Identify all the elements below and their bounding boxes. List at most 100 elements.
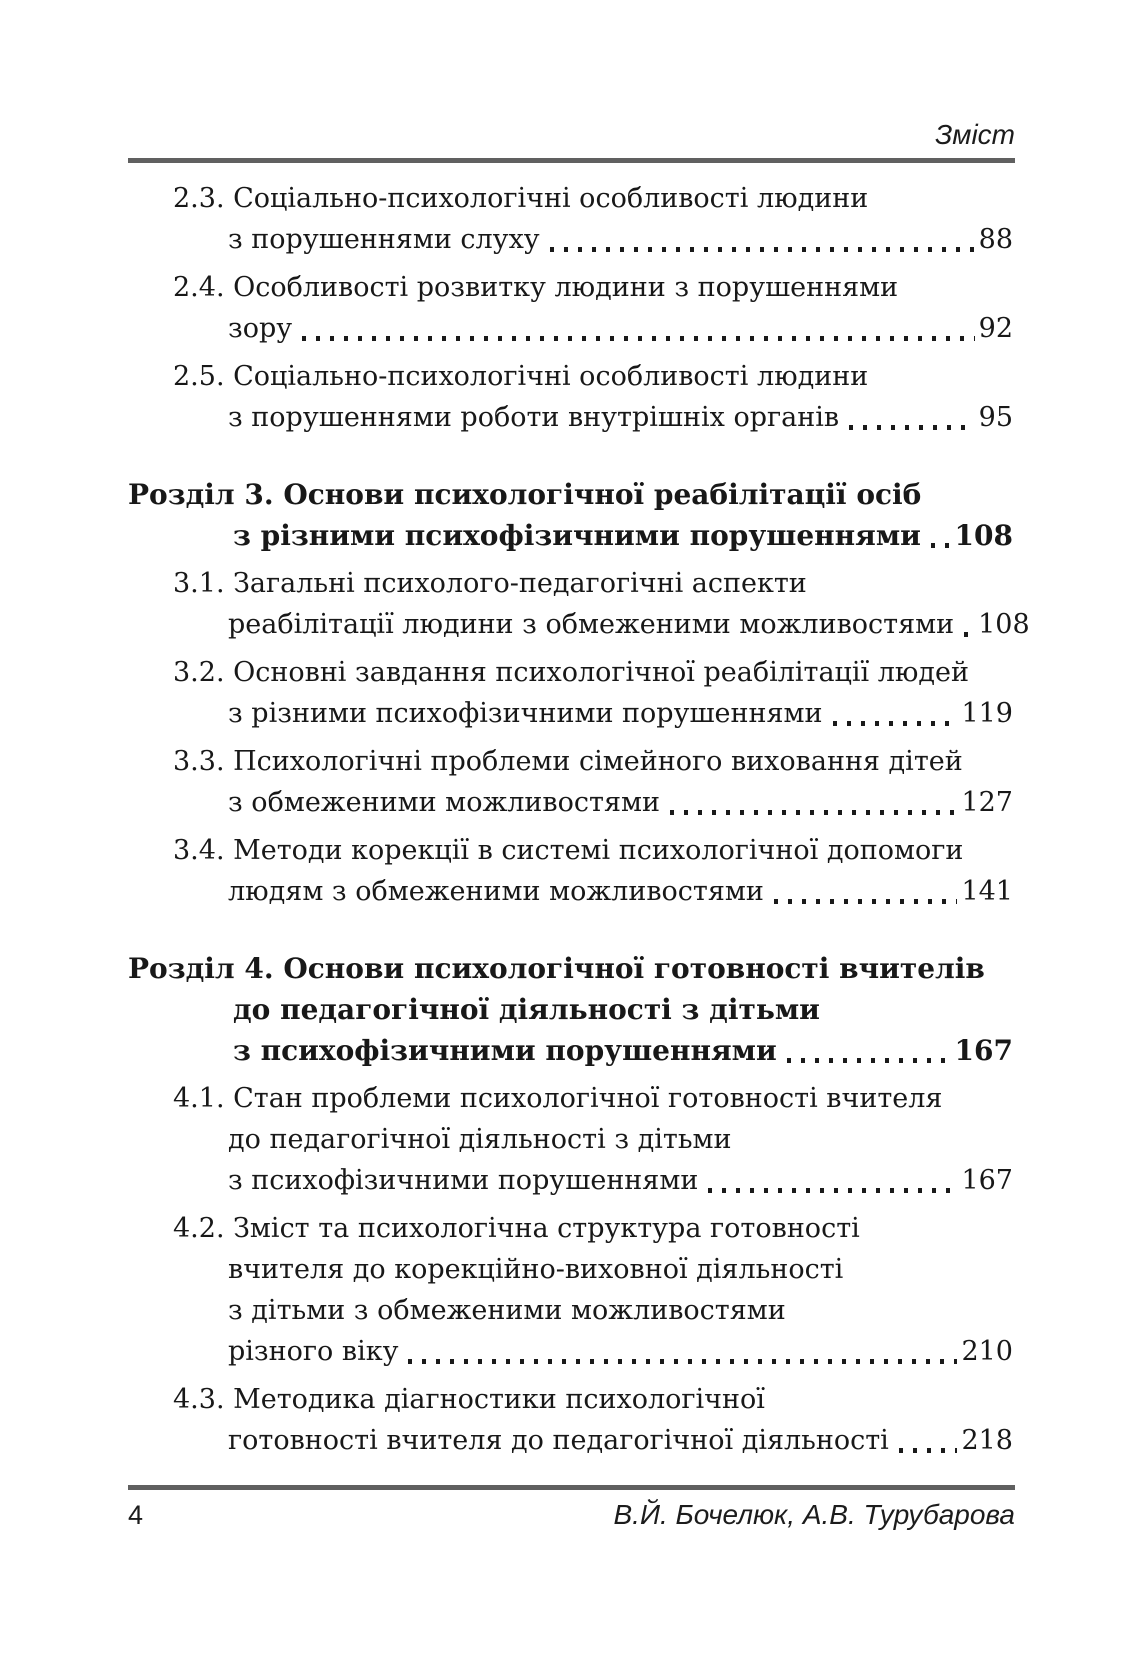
- toc-entry-page-number: 95: [978, 402, 1013, 433]
- toc-line-text: з порушеннями роботи внутрішніх органів: [228, 402, 840, 433]
- toc-entry: 2.3. Соціально-психологічні особливості …: [128, 178, 1013, 260]
- toc-entry: Розділ 4. Основи психологічної готовност…: [128, 948, 1013, 1071]
- toc-line-text: 2.3. Соціально-психологічні особливості …: [173, 183, 869, 214]
- toc-entry-page-number: 167: [954, 1034, 1013, 1067]
- toc-entry: 3.4. Методи корекції в системі психологі…: [128, 830, 1013, 912]
- toc-line: готовності вчителя до педагогічної діяль…: [128, 1420, 1013, 1461]
- toc-entry-page-number: 119: [961, 698, 1013, 729]
- dot-leader: [669, 810, 958, 815]
- toc-line: з обмеженими можливостями 127: [128, 782, 1013, 823]
- toc-line: 4.3. Методика діагностики психологічної: [128, 1379, 1013, 1420]
- page-header-title: Зміст: [935, 119, 1015, 150]
- dot-leader: [898, 1448, 958, 1453]
- toc-line-text: з обмеженими можливостями: [228, 787, 660, 818]
- toc-line: 3.4. Методи корекції в системі психологі…: [128, 830, 1013, 871]
- toc-line: 4.2. Зміст та психологічна структура гот…: [128, 1208, 1013, 1249]
- toc-entry-page-number: 127: [961, 787, 1013, 818]
- toc-line: до педагогічної діяльності з дітьми: [128, 1119, 1013, 1160]
- toc-entry: 4.1. Стан проблеми психологічної готовно…: [128, 1078, 1013, 1201]
- toc-line: 4.1. Стан проблеми психологічної готовно…: [128, 1078, 1013, 1119]
- footer-authors: В.Й. Бочелюк, А.В. Турубарова: [613, 1499, 1015, 1530]
- toc-line-text: з дітьми з обмеженими можливостями: [228, 1295, 786, 1326]
- toc-entry-page-number: 218: [961, 1425, 1013, 1456]
- toc-line-text: готовності вчителя до педагогічної діяль…: [228, 1425, 889, 1456]
- toc-line: з різними психофізичними порушеннями 108: [128, 515, 1013, 556]
- toc-line-text: 3.1. Загальні психолого-педагогічні аспе…: [173, 568, 807, 599]
- page-footer: 4 В.Й. Бочелюк, А.В. Турубарова: [128, 1485, 1015, 1531]
- toc-line: з порушеннями роботи внутрішніх органів 9…: [128, 397, 1013, 438]
- toc-line: зору 92: [128, 308, 1013, 349]
- toc-line: до педагогічної діяльності з дітьми: [128, 989, 1013, 1030]
- toc-entry-page-number: 141: [961, 876, 1013, 907]
- toc-entry: 3.3. Психологічні проблеми сімейного вих…: [128, 741, 1013, 823]
- toc-line: вчителя до корекційно-виховної діяльност…: [128, 1249, 1013, 1290]
- toc-entry: 4.2. Зміст та психологічна структура гот…: [128, 1208, 1013, 1372]
- toc-line: різного віку 210: [128, 1331, 1013, 1372]
- toc-entry-page-number: 210: [961, 1336, 1013, 1367]
- toc-entry: 2.4. Особливості розвитку людини з поруш…: [128, 267, 1013, 349]
- toc-line-text: 3.2. Основні завдання психологічної реаб…: [173, 657, 970, 688]
- toc-line: 2.5. Соціально-психологічні особливості …: [128, 356, 1013, 397]
- toc-line-text: Розділ 3. Основи психологічної реабіліта…: [128, 478, 922, 511]
- toc-line: з порушеннями слуху 88: [128, 219, 1013, 260]
- toc-line-text: 3.4. Методи корекції в системі психологі…: [173, 835, 964, 866]
- dot-leader: [302, 336, 975, 341]
- toc-line: 3.2. Основні завдання психологічної реаб…: [128, 652, 1013, 693]
- toc-line: реабілітації людини з обмеженими можливо…: [128, 604, 1030, 645]
- toc-line-text: 2.5. Соціально-психологічні особливості …: [173, 361, 869, 392]
- toc-line-text: вчителя до корекційно-виховної діяльност…: [228, 1254, 844, 1285]
- toc-line-text: до педагогічної діяльності з дітьми: [233, 993, 820, 1026]
- toc-line: з дітьми з обмеженими можливостями: [128, 1290, 1013, 1331]
- toc-line: з психофізичними порушеннями 167: [128, 1160, 1013, 1201]
- toc-line-text: з психофізичними порушеннями: [233, 1034, 777, 1067]
- dot-leader: [964, 632, 975, 637]
- dot-leader: [849, 425, 975, 430]
- dot-leader: [408, 1359, 958, 1364]
- page-header: Зміст: [128, 0, 1015, 163]
- toc-line-text: з різними психофізичними порушеннями: [228, 698, 823, 729]
- header-rule: [128, 158, 1015, 163]
- toc-line: з різними психофізичними порушеннями 119: [128, 693, 1013, 734]
- dot-leader: [930, 543, 951, 548]
- toc-line-text: людям з обмеженими можливостями: [228, 876, 764, 907]
- dot-leader: [708, 1188, 958, 1193]
- toc-line: Розділ 4. Основи психологічної готовност…: [128, 948, 1013, 989]
- dot-leader: [549, 247, 975, 252]
- toc-line-text: з порушеннями слуху: [228, 224, 540, 255]
- toc-entry-page-number: 108: [954, 519, 1013, 552]
- toc-entry-page-number: 167: [961, 1165, 1013, 1196]
- toc-line-text: Розділ 4. Основи психологічної готовност…: [128, 952, 985, 985]
- dot-leader: [786, 1058, 951, 1063]
- toc-line-text: 4.3. Методика діагностики психологічної: [173, 1384, 765, 1415]
- toc-entry-page-number: 108: [978, 609, 1030, 640]
- toc-line: 2.3. Соціально-психологічні особливості …: [128, 178, 1013, 219]
- toc-entry: 3.1. Загальні психолого-педагогічні аспе…: [128, 563, 1030, 645]
- toc-entry: 3.2. Основні завдання психологічної реаб…: [128, 652, 1013, 734]
- toc-entry-page-number: 88: [978, 224, 1013, 255]
- toc-line-text: реабілітації людини з обмеженими можливо…: [228, 609, 955, 640]
- toc-line: 2.4. Особливості розвитку людини з поруш…: [128, 267, 1013, 308]
- dot-leader: [773, 899, 958, 904]
- toc-line-text: з різними психофізичними порушеннями: [233, 519, 921, 552]
- footer-row: 4 В.Й. Бочелюк, А.В. Турубарова: [128, 1499, 1015, 1531]
- toc-line: 3.1. Загальні психолого-педагогічні аспе…: [128, 563, 1013, 604]
- toc-line-text: різного віку: [228, 1336, 399, 1367]
- toc-list: 2.3. Соціально-психологічні особливості …: [128, 178, 1030, 1461]
- toc-line-text: до педагогічної діяльності з дітьми: [228, 1124, 732, 1155]
- toc-line-text: зору: [228, 313, 293, 344]
- page-number: 4: [128, 1500, 144, 1530]
- footer-rule: [128, 1485, 1015, 1490]
- toc-entry-page-number: 92: [978, 313, 1013, 344]
- toc-line-text: 3.3. Психологічні проблеми сімейного вих…: [173, 746, 963, 777]
- toc-entry: 2.5. Соціально-психологічні особливості …: [128, 356, 1013, 438]
- toc-line-text: з психофізичними порушеннями: [228, 1165, 699, 1196]
- toc-entry: Розділ 3. Основи психологічної реабіліта…: [128, 474, 1013, 556]
- toc-line: Розділ 3. Основи психологічної реабіліта…: [128, 474, 1013, 515]
- toc-line-text: 4.1. Стан проблеми психологічної готовно…: [173, 1083, 943, 1114]
- toc-line: з психофізичними порушеннями 167: [128, 1030, 1013, 1071]
- toc-line-text: 4.2. Зміст та психологічна структура гот…: [173, 1213, 860, 1244]
- toc-line: 3.3. Психологічні проблеми сімейного вих…: [128, 741, 1013, 782]
- toc-line-text: 2.4. Особливості розвитку людини з поруш…: [173, 272, 899, 303]
- toc-line: людям з обмеженими можливостями 141: [128, 871, 1013, 912]
